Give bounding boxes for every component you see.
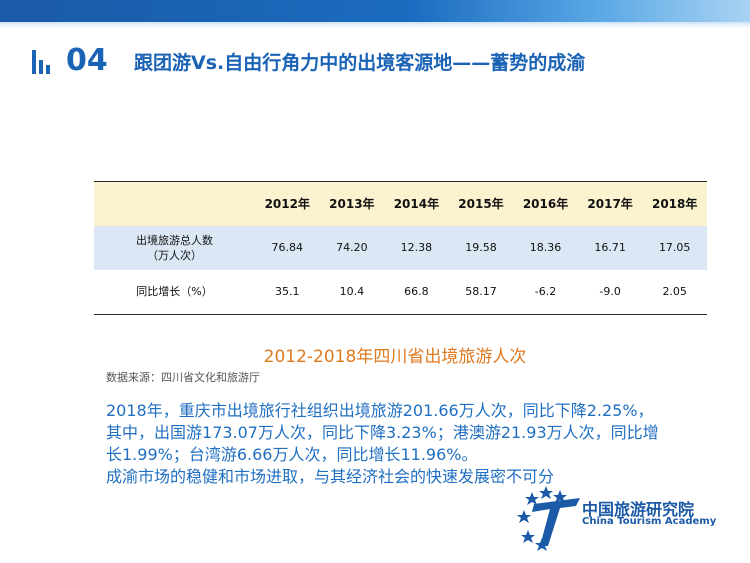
table-cell: 18.36 bbox=[529, 241, 562, 254]
table-caption: 2012-2018年四川省出境旅游人次 bbox=[263, 347, 527, 367]
table-corner-cell bbox=[94, 182, 255, 226]
column-header: 2012年 bbox=[264, 197, 310, 212]
table-cell: 17.05 bbox=[658, 241, 691, 254]
column-header: 2016年 bbox=[522, 197, 569, 212]
table-cell: 10.4 bbox=[339, 285, 365, 299]
column-header: 2015年 bbox=[458, 197, 504, 212]
row-label: 出境旅游总人数 （万人次） bbox=[94, 226, 255, 270]
row-label: 同比增长（%） bbox=[136, 285, 213, 299]
table-cell: 58.17 bbox=[465, 285, 497, 299]
logo-name-en: China Tourism Academy bbox=[582, 516, 717, 527]
logo-name-cn: 中国旅游研究院 bbox=[582, 500, 695, 519]
row-label-line: 出境旅游总人数 bbox=[136, 233, 213, 247]
table-cell: 16.71 bbox=[594, 241, 626, 254]
column-header: 2018年 bbox=[651, 197, 698, 212]
column-header: 2013年 bbox=[329, 197, 375, 212]
data-table: 2012年 2013年 2014年 2015年 2016年 2017年 2018… bbox=[94, 181, 707, 315]
table-cell: 19.58 bbox=[465, 241, 497, 254]
table-row: 出境旅游总人数 （万人次） 76.84 74.20 12.38 19.58 18… bbox=[94, 225, 707, 270]
section-number: 04 bbox=[66, 43, 108, 78]
column-header: 2017年 bbox=[587, 197, 633, 212]
column-header: 2014年 bbox=[393, 197, 440, 212]
academy-logo-icon bbox=[517, 486, 580, 551]
row-label-line: （万人次） bbox=[147, 248, 202, 262]
table-cell: 12.38 bbox=[400, 241, 433, 254]
table-cell: 2.05 bbox=[662, 285, 687, 299]
table-header-row: 2012年 2013年 2014年 2015年 2016年 2017年 2018… bbox=[94, 181, 707, 226]
table-cell: -6.2 bbox=[534, 285, 557, 299]
data-source-note: 数据来源：四川省文化和旅游厅 bbox=[106, 371, 260, 384]
top-banner-fade bbox=[0, 22, 750, 28]
table-row: 同比增长（%） 35.1 10.4 66.8 58.17 -6.2 -9.0 2… bbox=[94, 269, 707, 315]
table-cell: 66.8 bbox=[404, 285, 429, 299]
table-cell: -9.0 bbox=[599, 285, 621, 299]
table-cell: 35.1 bbox=[275, 285, 300, 299]
body-text: 2018年，重庆市出境旅行社组织出境旅游201.66万人次，同比下降2.25%，… bbox=[106, 400, 666, 488]
page-title: 跟团游Vs.自由行角力中的出境客源地——蓄势的成渝 bbox=[134, 52, 586, 74]
top-banner bbox=[0, 0, 750, 22]
body-paragraph: 2018年，重庆市出境旅行社组织出境旅游201.66万人次，同比下降2.25%，… bbox=[106, 401, 659, 464]
body-paragraph: 成渝市场的稳健和市场进取，与其经济社会的快速发展密不可分 bbox=[106, 467, 555, 486]
table-cell: 74.20 bbox=[336, 241, 368, 254]
table-cell: 76.84 bbox=[271, 241, 304, 254]
